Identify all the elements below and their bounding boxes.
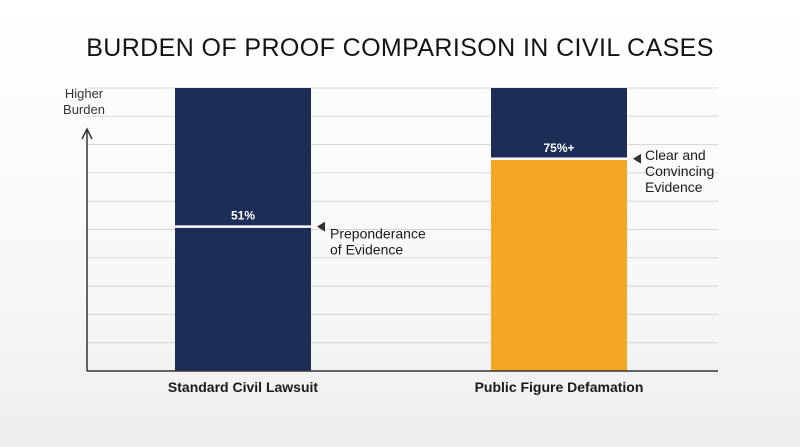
bar-1 <box>175 88 311 371</box>
annotation-text-1: of Evidence <box>330 242 403 258</box>
category-label-2: Public Figure Defamation <box>475 379 644 395</box>
annotation-pointer-2 <box>633 153 641 164</box>
category-label-1: Standard Civil Lawsuit <box>168 379 318 395</box>
annotation-pointer-1 <box>317 221 325 232</box>
y-axis-label: Burden <box>63 102 105 117</box>
value-label-1: 51% <box>231 209 255 223</box>
annotation-text-2: Evidence <box>645 179 703 195</box>
annotation-text-1: Preponderance <box>330 226 426 242</box>
y-axis-arrowhead <box>81 127 93 140</box>
annotation-text-2: Convincing <box>645 163 714 179</box>
bar-highlight-2 <box>491 158 627 371</box>
annotation-text-2: Clear and <box>645 147 706 163</box>
y-axis-label: Higher <box>65 86 104 101</box>
value-label-2: 75%+ <box>543 141 574 155</box>
chart-title: BURDEN OF PROOF COMPARISON IN CIVIL CASE… <box>86 34 714 62</box>
